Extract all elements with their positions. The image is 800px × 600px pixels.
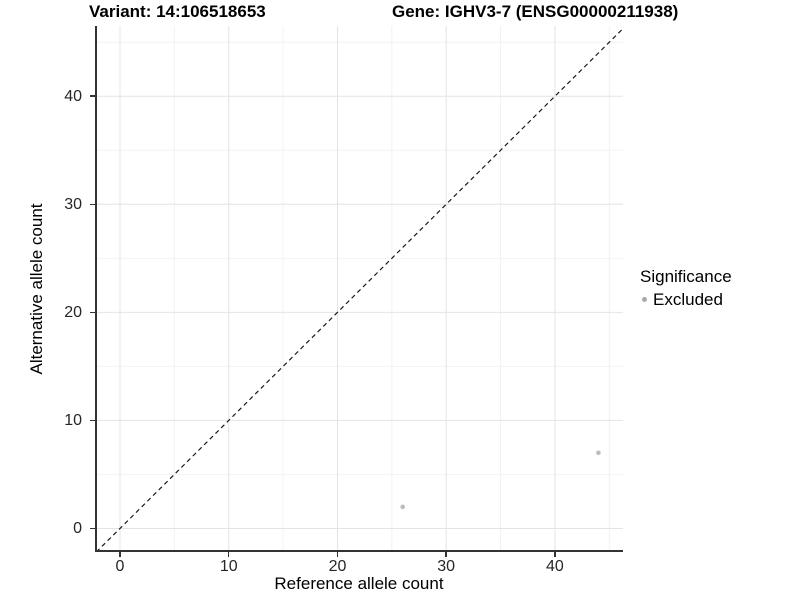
- x-tick-label: 40: [546, 558, 564, 575]
- y-tick-label: 40: [64, 87, 82, 105]
- legend-title: Significance: [640, 267, 732, 286]
- y-tick-mark: [89, 95, 95, 97]
- y-tick-mark: [89, 311, 95, 314]
- x-tick-label: 30: [437, 558, 456, 575]
- legend-key-dot: [642, 297, 647, 302]
- x-tick-mark: [336, 552, 339, 557]
- y-tick-label: 0: [73, 519, 82, 537]
- x-tick-mark: [445, 552, 447, 557]
- x-tick-label: 0: [115, 558, 125, 575]
- y-tick-label: 30: [64, 195, 82, 213]
- y-tick-mark: [89, 419, 95, 422]
- x-tick-mark: [227, 552, 230, 557]
- x-tick-label: 10: [219, 558, 238, 575]
- x-tick-mark: [554, 552, 556, 557]
- y-tick-mark: [89, 527, 95, 530]
- plot-title-gene: Gene: IGHV3-7 (ENSG00000211938): [392, 2, 679, 21]
- x-tick-label: 20: [328, 558, 347, 575]
- legend-item-excluded: Excluded: [640, 290, 732, 309]
- legend: Significance Excluded: [640, 267, 732, 309]
- y-tick-mark: [89, 203, 95, 206]
- y-tick-label: 10: [64, 411, 82, 429]
- plot-canvas: [95, 26, 623, 552]
- y-axis-title: Alternative allele count: [27, 203, 46, 375]
- plot-title-variant: Variant: 14:106518653: [89, 2, 266, 21]
- legend-item-label: Excluded: [653, 290, 723, 309]
- x-tick-mark: [119, 552, 121, 557]
- y-tick-label: 20: [64, 303, 82, 321]
- x-axis-title: Reference allele count: [274, 574, 444, 593]
- plot-panel: [95, 26, 623, 552]
